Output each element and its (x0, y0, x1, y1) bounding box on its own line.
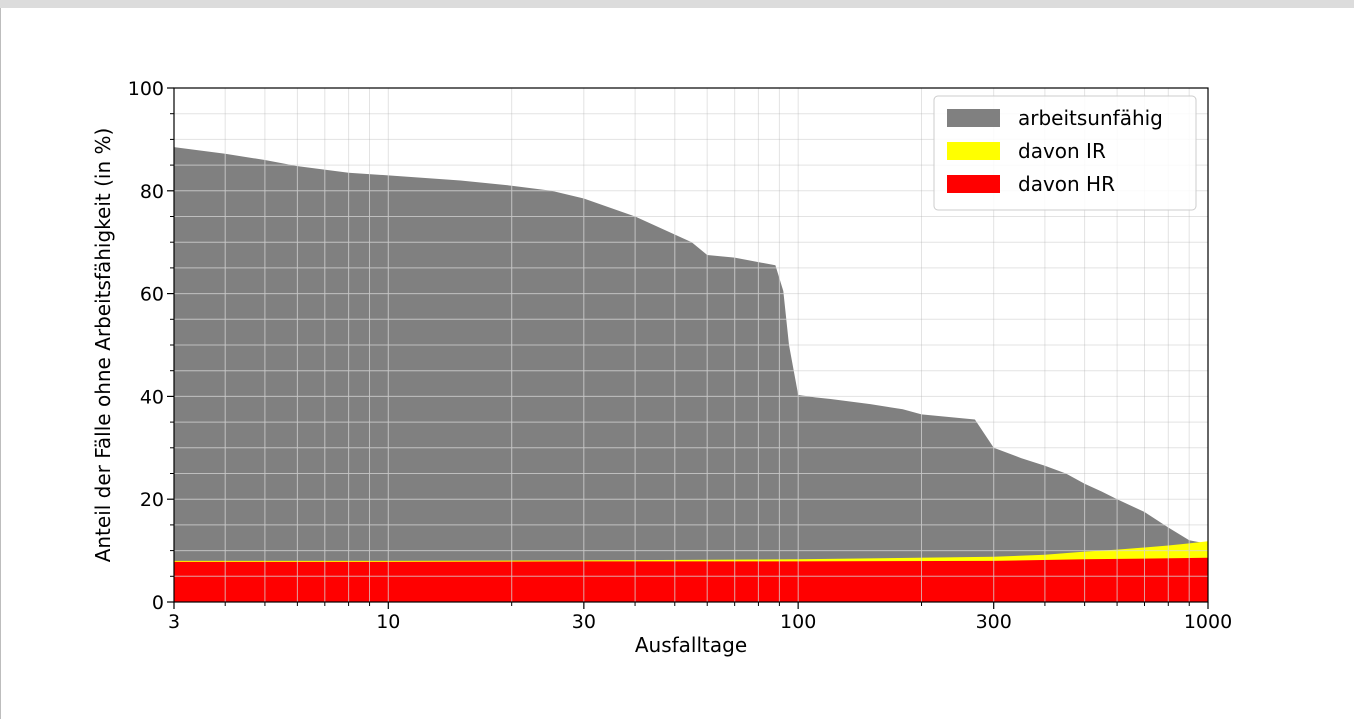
page-left-edge (0, 8, 1, 719)
legend-label: davon HR (1018, 172, 1115, 196)
x-tick-label: 10 (376, 611, 400, 633)
tick-layer: 3 10 30 100 300 1000 0 20 40 60 80 100 (128, 78, 1232, 633)
x-tick-label: 100 (780, 611, 816, 633)
y-axis-title: Anteil der Fälle ohne Arbeitsfähigkeit (… (91, 128, 115, 563)
grid-layer (173, 87, 1209, 603)
x-tick-label: 300 (976, 611, 1012, 633)
legend-swatch (947, 142, 1000, 160)
x-axis-title: Ausfalltage (635, 633, 747, 657)
legend-swatch (947, 175, 1000, 193)
legend-swatch (947, 109, 1000, 127)
x-tick-label: 3 (168, 611, 180, 633)
y-tick-label: 80 (140, 181, 164, 203)
x-tick-label: 30 (572, 611, 596, 633)
y-tick-label: 20 (140, 489, 164, 511)
area-series-0 (174, 147, 1208, 602)
series-layer (174, 147, 1208, 602)
y-tick-label: 0 (152, 592, 164, 614)
legend-label: davon IR (1018, 139, 1106, 163)
area-series-2 (174, 557, 1208, 602)
y-tick-label: 60 (140, 284, 164, 306)
y-tick-label: 100 (128, 78, 164, 100)
y-tick-label: 40 (140, 386, 164, 408)
legend: arbeitsunfähig davon IR davon HR (933, 95, 1197, 211)
legend-label: arbeitsunfähig (1018, 106, 1163, 130)
x-tick-label: 1000 (1184, 611, 1232, 633)
window-top-bar (0, 0, 1354, 8)
